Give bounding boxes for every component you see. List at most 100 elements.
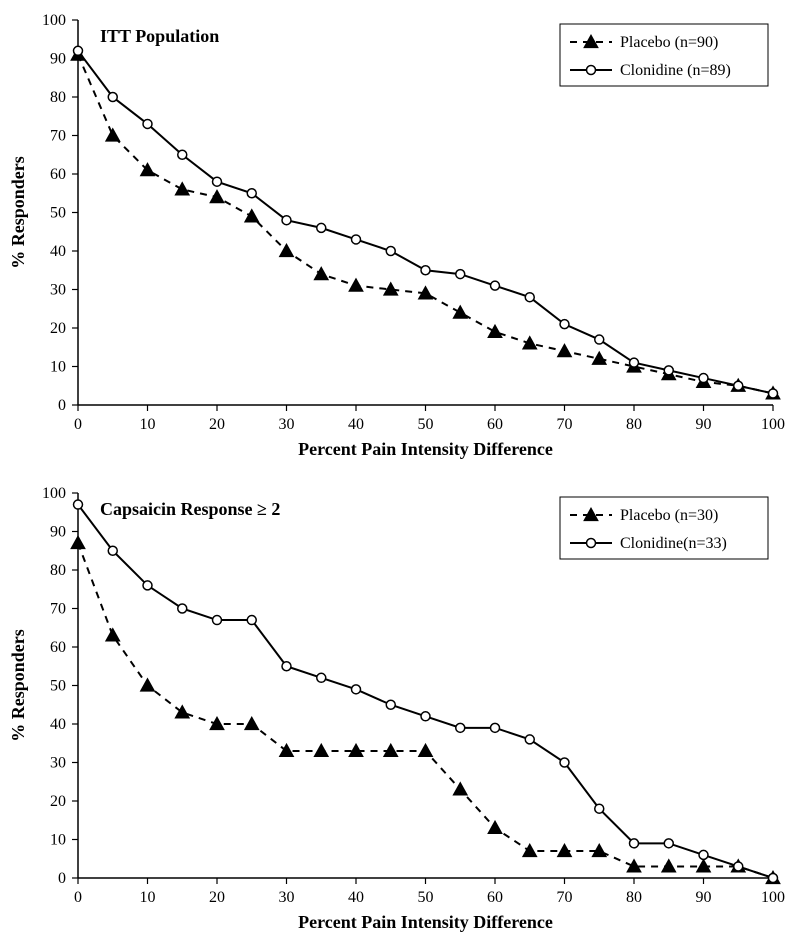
series-marker-clonidine bbox=[74, 46, 83, 55]
series-marker-clonidine bbox=[699, 374, 708, 383]
series-marker-clonidine bbox=[213, 616, 222, 625]
series-marker-clonidine bbox=[525, 293, 534, 302]
series-marker-placebo bbox=[314, 744, 328, 757]
x-tick-label: 70 bbox=[557, 889, 573, 906]
series-marker-clonidine bbox=[178, 604, 187, 613]
series-marker-clonidine bbox=[247, 189, 256, 198]
legend: Placebo (n=90)Clonidine (n=89) bbox=[560, 24, 768, 86]
series-marker-placebo bbox=[662, 859, 676, 872]
panel-bottom: 0102030405060708090100010203040506070809… bbox=[0, 473, 800, 943]
series-marker-clonidine bbox=[74, 500, 83, 509]
series-marker-placebo bbox=[280, 744, 294, 757]
series-marker-placebo bbox=[349, 279, 363, 292]
series-marker-placebo bbox=[419, 744, 433, 757]
x-axis-label: Percent Pain Intensity Difference bbox=[298, 912, 553, 932]
x-tick-label: 0 bbox=[74, 889, 82, 906]
series-line-clonidine bbox=[78, 51, 773, 394]
series-marker-clonidine bbox=[630, 358, 639, 367]
series-marker-placebo bbox=[453, 306, 467, 319]
series-marker-placebo bbox=[106, 129, 120, 142]
x-tick-label: 20 bbox=[209, 889, 225, 906]
series-marker-clonidine bbox=[213, 177, 222, 186]
series-marker-placebo bbox=[245, 209, 259, 222]
y-tick-label: 90 bbox=[50, 524, 66, 541]
series-marker-placebo bbox=[488, 325, 502, 338]
x-tick-label: 40 bbox=[348, 889, 364, 906]
series-marker-placebo bbox=[245, 717, 259, 730]
x-tick-label: 30 bbox=[279, 416, 295, 433]
series-marker-placebo bbox=[558, 344, 572, 357]
panel-title: ITT Population bbox=[100, 26, 219, 46]
series-marker-clonidine bbox=[317, 223, 326, 232]
series-marker-clonidine bbox=[491, 281, 500, 290]
series-marker-clonidine bbox=[734, 381, 743, 390]
series-marker-clonidine bbox=[595, 804, 604, 813]
series-marker-placebo bbox=[106, 628, 120, 641]
x-tick-label: 70 bbox=[557, 416, 573, 433]
series-marker-clonidine bbox=[386, 247, 395, 256]
y-tick-label: 100 bbox=[42, 12, 66, 29]
series-marker-clonidine bbox=[178, 150, 187, 159]
y-axis-label: % Responders bbox=[8, 629, 28, 742]
y-tick-label: 40 bbox=[50, 716, 66, 733]
y-tick-label: 10 bbox=[50, 359, 66, 376]
series-marker-clonidine bbox=[282, 662, 291, 671]
legend-item-label: Clonidine(n=33) bbox=[620, 535, 727, 552]
y-tick-label: 20 bbox=[50, 320, 66, 337]
x-tick-label: 20 bbox=[209, 416, 225, 433]
x-tick-label: 30 bbox=[279, 889, 295, 906]
y-axis-label: % Responders bbox=[8, 156, 28, 269]
series-marker-clonidine bbox=[247, 616, 256, 625]
y-tick-label: 80 bbox=[50, 562, 66, 579]
y-tick-label: 40 bbox=[50, 243, 66, 260]
series-marker-clonidine bbox=[456, 270, 465, 279]
series-marker-clonidine bbox=[143, 581, 152, 590]
series-marker-clonidine bbox=[595, 335, 604, 344]
y-tick-label: 80 bbox=[50, 89, 66, 106]
series-marker-placebo bbox=[280, 244, 294, 257]
series-marker-clonidine bbox=[699, 850, 708, 859]
x-tick-label: 50 bbox=[418, 416, 434, 433]
y-tick-label: 100 bbox=[42, 485, 66, 502]
series-marker-placebo bbox=[141, 163, 155, 176]
y-tick-label: 20 bbox=[50, 793, 66, 810]
series-line-clonidine bbox=[78, 505, 773, 878]
x-tick-label: 40 bbox=[348, 416, 364, 433]
x-tick-label: 50 bbox=[418, 889, 434, 906]
series-marker-placebo bbox=[523, 844, 537, 857]
series-marker-clonidine bbox=[317, 673, 326, 682]
series-marker-placebo bbox=[210, 190, 224, 203]
y-tick-label: 60 bbox=[50, 639, 66, 656]
y-tick-label: 0 bbox=[58, 397, 66, 414]
legend: Placebo (n=30) Clonidine(n=33) bbox=[560, 497, 768, 559]
series-marker-clonidine bbox=[352, 685, 361, 694]
series-marker-clonidine bbox=[143, 119, 152, 128]
x-tick-label: 60 bbox=[487, 416, 503, 433]
series-marker-clonidine bbox=[456, 723, 465, 732]
figure-container: 0102030405060708090100010203040506070809… bbox=[0, 0, 800, 943]
panel-top: 0102030405060708090100010203040506070809… bbox=[0, 0, 800, 470]
y-tick-label: 60 bbox=[50, 166, 66, 183]
y-tick-label: 10 bbox=[50, 832, 66, 849]
series-marker-clonidine bbox=[769, 389, 778, 398]
y-tick-label: 50 bbox=[50, 678, 66, 695]
series-marker-clonidine bbox=[421, 712, 430, 721]
legend-item-label: Placebo (n=30) bbox=[620, 507, 718, 524]
legend-item-label: Placebo (n=90) bbox=[620, 34, 718, 51]
series-marker-clonidine bbox=[108, 546, 117, 555]
x-tick-label: 0 bbox=[74, 416, 82, 433]
x-tick-label: 80 bbox=[626, 416, 642, 433]
series-marker-placebo bbox=[453, 782, 467, 795]
series-marker-clonidine bbox=[352, 235, 361, 244]
series-marker-clonidine bbox=[664, 839, 673, 848]
y-tick-label: 70 bbox=[50, 128, 66, 145]
series-marker-clonidine bbox=[491, 723, 500, 732]
x-tick-label: 90 bbox=[696, 416, 712, 433]
series-marker-placebo bbox=[71, 536, 85, 549]
x-tick-label: 10 bbox=[140, 416, 156, 433]
panel-title: Capsaicin Response ≥ 2 bbox=[100, 499, 280, 519]
series-marker-placebo bbox=[141, 679, 155, 692]
series-marker-placebo bbox=[592, 352, 606, 365]
x-tick-label: 90 bbox=[696, 889, 712, 906]
series-marker-clonidine bbox=[282, 216, 291, 225]
